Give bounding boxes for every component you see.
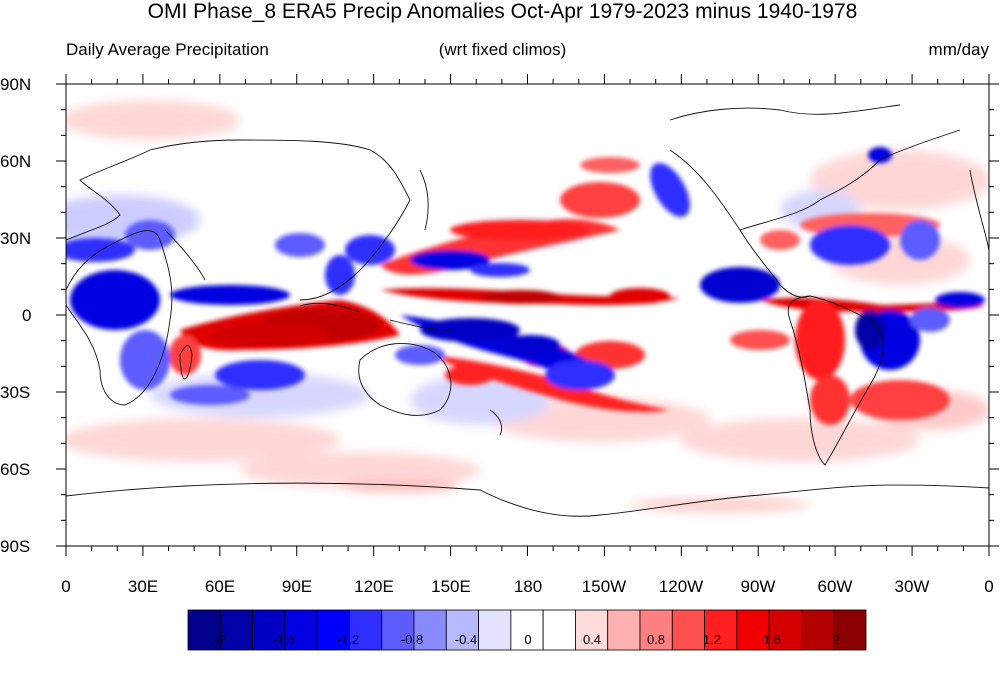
lon-label-0-east: 0 bbox=[984, 577, 994, 596]
colorbar-swatch bbox=[316, 609, 350, 651]
colorbar-swatch bbox=[187, 609, 221, 651]
colorbar-label: 0.4 bbox=[582, 632, 602, 647]
lat-label-eq: 0 bbox=[22, 306, 32, 325]
lon-label-150e: 150E bbox=[431, 577, 471, 596]
lon-label-120w: 120W bbox=[658, 577, 704, 596]
colorbar-swatch bbox=[349, 609, 383, 651]
lon-label-90w: 90W bbox=[740, 577, 776, 596]
lon-label-120e: 120E bbox=[354, 577, 394, 596]
lon-label-30w: 30W bbox=[894, 577, 930, 596]
colorbar-swatch bbox=[833, 609, 867, 651]
units-label: mm/day bbox=[928, 40, 989, 59]
colorbar-label: -1.6 bbox=[272, 632, 296, 647]
lat-label-30s: 30S bbox=[0, 383, 31, 402]
colorbar-swatch bbox=[510, 609, 544, 651]
colorbar-label: 0 bbox=[524, 632, 532, 647]
colorbar-label: -0.8 bbox=[400, 632, 424, 647]
lon-label-30e: 30E bbox=[127, 577, 159, 596]
map-title: OMI Phase_8 ERA5 Precip Anomalies Oct-Ap… bbox=[147, 0, 858, 23]
subtitle-left: Daily Average Precipitation bbox=[66, 40, 269, 59]
colorbar-swatch bbox=[381, 609, 415, 651]
lon-label-180: 180 bbox=[513, 577, 543, 596]
colorbar-label: 0.8 bbox=[646, 632, 666, 647]
anomaly-field bbox=[66, 100, 989, 512]
lon-label-60w: 60W bbox=[817, 577, 853, 596]
colorbar-label: -2 bbox=[214, 632, 226, 647]
lat-label-30n: 30N bbox=[0, 229, 32, 248]
map-background bbox=[66, 84, 989, 546]
lat-label-60n: 60N bbox=[0, 152, 32, 171]
lat-label-90s: 90S bbox=[0, 537, 31, 556]
lat-label-60s: 60S bbox=[0, 460, 31, 479]
colorbar-swatch bbox=[219, 609, 253, 651]
colorbar-swatch bbox=[575, 609, 609, 651]
colorbar-label: -0.4 bbox=[454, 632, 478, 647]
lon-label-90e: 90E bbox=[281, 577, 313, 596]
colorbar-label: -1.2 bbox=[336, 632, 360, 647]
colorbar-swatch bbox=[671, 609, 705, 651]
colorbar-swatch bbox=[252, 609, 286, 651]
lon-label-60e: 60E bbox=[204, 577, 236, 596]
colorbar-swatch bbox=[639, 609, 673, 651]
colorbar-label: 1.6 bbox=[762, 632, 782, 647]
colorbar-swatch bbox=[445, 609, 479, 651]
coastlines bbox=[66, 104, 989, 517]
subtitle-center: (wrt fixed climos) bbox=[438, 40, 567, 59]
colorbar-swatch bbox=[736, 609, 770, 651]
lon-label-150w: 150W bbox=[581, 577, 627, 596]
colorbar-label: 2 bbox=[832, 632, 840, 647]
colorbar-swatch bbox=[704, 609, 738, 651]
colorbar bbox=[187, 609, 867, 651]
colorbar-swatch bbox=[768, 609, 802, 651]
colorbar-label: 1.2 bbox=[702, 632, 722, 647]
axis-ticks bbox=[56, 74, 999, 556]
colorbar-swatch bbox=[542, 609, 576, 651]
colorbar-swatch bbox=[413, 609, 447, 651]
colorbar-swatch bbox=[478, 609, 512, 651]
lon-label-0: 0 bbox=[61, 577, 71, 596]
lat-label-90n: 90N bbox=[0, 75, 32, 94]
colorbar-swatch bbox=[801, 609, 835, 651]
colorbar-swatch bbox=[607, 609, 641, 651]
